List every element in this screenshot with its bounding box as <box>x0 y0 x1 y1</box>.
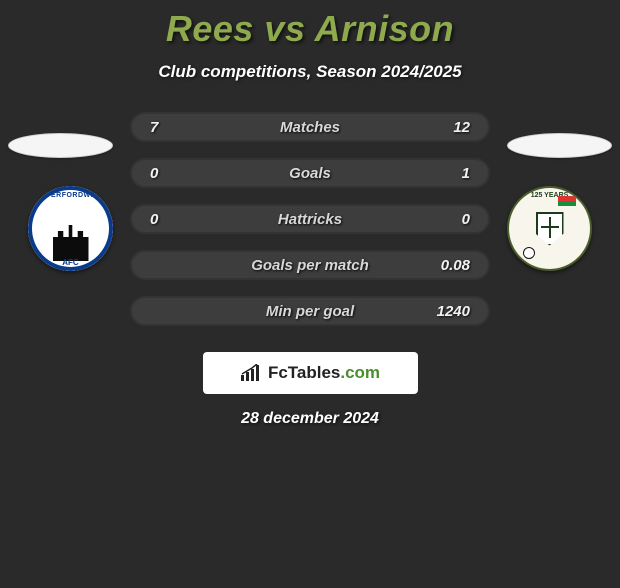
bar-chart-icon <box>240 364 262 382</box>
brand-box[interactable]: FcTables.com <box>203 352 418 394</box>
stat-row-goals: 0 Goals 1 <box>130 158 490 188</box>
stat-left: 0 <box>150 165 200 182</box>
stat-right: 0 <box>420 211 470 228</box>
season-subtitle: Club competitions, Season 2024/2025 <box>0 62 620 82</box>
brand-suffix: .com <box>340 363 380 382</box>
date-line: 28 december 2024 <box>0 410 620 428</box>
stat-right: 0.08 <box>420 257 470 274</box>
comparison-card: Rees vs Arnison Club competitions, Seaso… <box>0 8 620 588</box>
stats-area: 7 Matches 12 0 Goals 1 0 Hattricks 0 Goa… <box>0 112 620 342</box>
brand-text: FcTables.com <box>268 363 380 383</box>
stat-row-min-per-goal: Min per goal 1240 <box>130 296 490 326</box>
brand-name: FcTables <box>268 363 340 382</box>
stat-row-matches: 7 Matches 12 <box>130 112 490 142</box>
page-title: Rees vs Arnison <box>0 8 620 50</box>
stat-row-goals-per-match: Goals per match 0.08 <box>130 250 490 280</box>
stat-right: 12 <box>420 119 470 136</box>
stat-row-hattricks: 0 Hattricks 0 <box>130 204 490 234</box>
stat-right: 1 <box>420 165 470 182</box>
stat-left: 7 <box>150 119 200 136</box>
stat-left: 0 <box>150 211 200 228</box>
stat-right: 1240 <box>420 303 470 320</box>
